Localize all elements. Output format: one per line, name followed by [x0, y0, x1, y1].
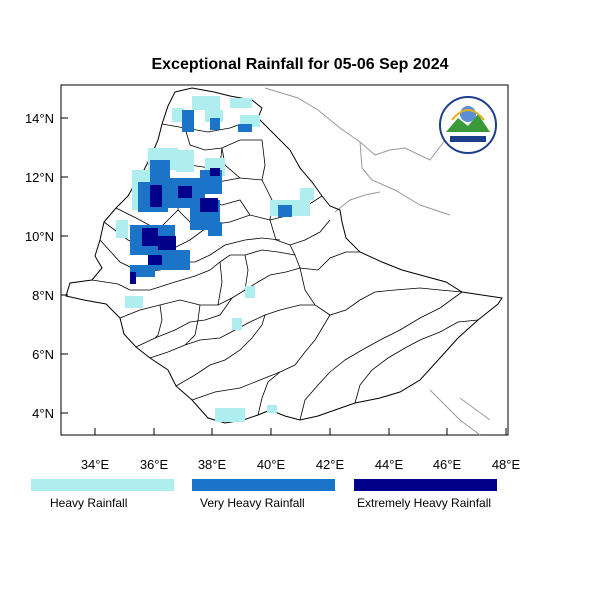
map-frame — [60, 84, 509, 436]
legend-swatch-extremely-heavy — [354, 479, 497, 491]
ethiopia-outline — [65, 87, 503, 424]
lon-tick-36: 36°E — [140, 457, 169, 472]
lon-tick-38: 38°E — [198, 457, 227, 472]
ethiopia-meteorology-institute-logo — [439, 96, 497, 154]
legend-label-extremely-heavy: Extremely Heavy Rainfall — [357, 496, 492, 510]
legend-swatch-heavy — [31, 479, 174, 491]
lon-tick-44: 44°E — [375, 457, 404, 472]
lat-tick-4: 4°N — [32, 406, 54, 421]
lat-tick-12: 12°N — [25, 170, 54, 185]
map-title: Exceptional Rainfall for 05-06 Sep 2024 — [151, 56, 449, 73]
latitude-axis: 14°N 12°N 10°N 8°N 6°N 4°N — [25, 111, 68, 421]
lon-tick-46: 46°E — [433, 457, 462, 472]
legend-label-very-heavy: Very Heavy Rainfall — [200, 496, 305, 510]
longitude-axis: 34°E 36°E 38°E 40°E 42°E 44°E 46°E 48°E — [81, 428, 521, 472]
lat-tick-8: 8°N — [32, 288, 54, 303]
lon-tick-40: 40°E — [257, 457, 286, 472]
lon-tick-34: 34°E — [81, 457, 110, 472]
lat-tick-6: 6°N — [32, 347, 54, 362]
lon-tick-48: 48°E — [492, 457, 521, 472]
lon-tick-42: 42°E — [316, 457, 345, 472]
lat-tick-10: 10°N — [25, 229, 54, 244]
neighbor-borders — [264, 87, 491, 436]
extremely-heavy-rainfall-cells — [130, 168, 220, 284]
legend-label-heavy: Heavy Rainfall — [50, 496, 128, 510]
lat-tick-14: 14°N — [25, 111, 54, 126]
legend-swatch-very-heavy — [192, 479, 335, 491]
